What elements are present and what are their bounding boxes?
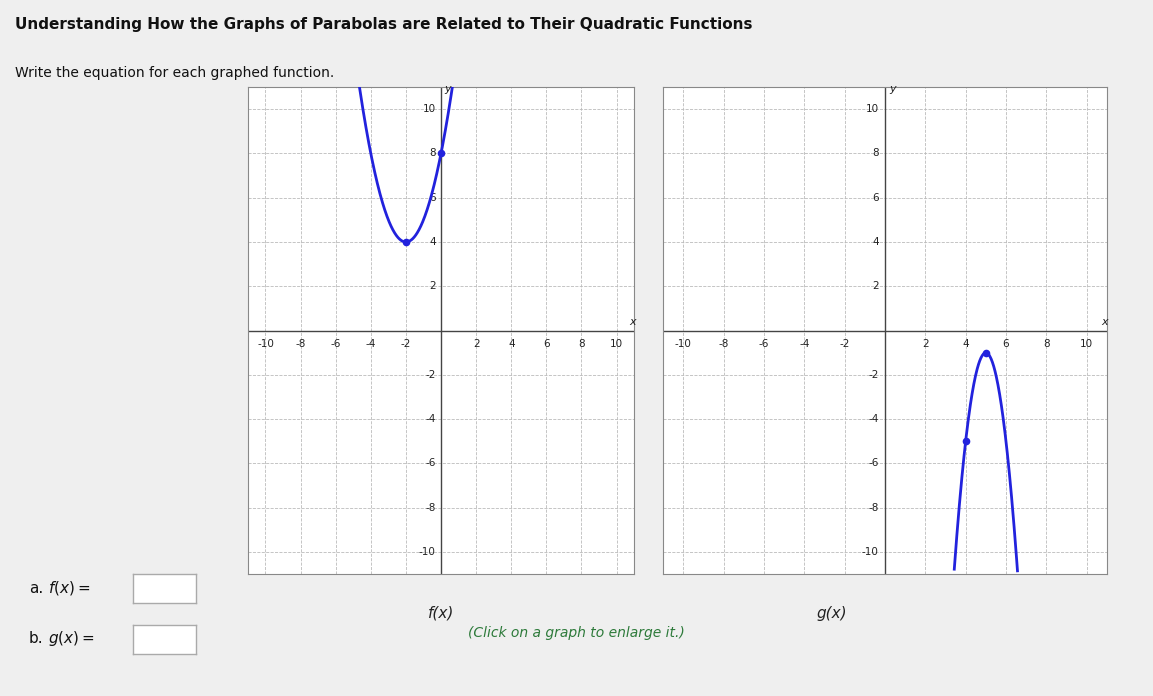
Text: 6: 6 [429,193,436,203]
Text: 2: 2 [922,340,928,349]
Text: 8: 8 [429,148,436,159]
Text: b.: b. [29,631,44,647]
Text: 8: 8 [578,340,585,349]
Text: 6: 6 [543,340,550,349]
Text: 4: 4 [873,237,879,247]
Text: 6: 6 [1003,340,1009,349]
Text: -2: -2 [425,370,436,380]
Text: -10: -10 [419,547,436,557]
Text: $g(x) =$: $g(x) =$ [48,629,96,649]
Text: 4: 4 [963,340,969,349]
Text: 6: 6 [873,193,879,203]
Text: -2: -2 [839,340,850,349]
Text: -6: -6 [425,459,436,468]
Text: -8: -8 [425,503,436,513]
Text: $f(x) =$: $f(x) =$ [48,579,91,597]
Text: 2: 2 [429,281,436,292]
Text: Understanding How the Graphs of Parabolas are Related to Their Quadratic Functio: Understanding How the Graphs of Parabola… [15,17,753,33]
Text: -2: -2 [401,340,412,349]
Text: 8: 8 [873,148,879,159]
Text: -8: -8 [868,503,879,513]
Text: 8: 8 [1043,340,1049,349]
Text: 2: 2 [473,340,480,349]
Text: 10: 10 [866,104,879,114]
Text: -4: -4 [366,340,376,349]
Text: 4: 4 [508,340,514,349]
Text: 10: 10 [423,104,436,114]
Text: a.: a. [29,580,43,596]
Text: x: x [628,317,635,327]
Text: -10: -10 [257,340,274,349]
Text: 10: 10 [610,340,623,349]
Text: f(x): f(x) [428,606,454,621]
Text: -8: -8 [718,340,729,349]
Text: -2: -2 [868,370,879,380]
Text: -10: -10 [675,340,692,349]
Text: y: y [445,84,451,94]
Text: (Click on a graph to enlarge it.): (Click on a graph to enlarge it.) [468,626,685,640]
Text: -8: -8 [295,340,306,349]
Text: y: y [889,84,896,94]
Text: -6: -6 [868,459,879,468]
Text: 2: 2 [873,281,879,292]
Text: x: x [1101,317,1107,327]
Text: -6: -6 [759,340,769,349]
Text: g(x): g(x) [816,606,847,621]
Text: 10: 10 [1080,340,1093,349]
Text: -4: -4 [799,340,809,349]
Text: -10: -10 [862,547,879,557]
Text: -4: -4 [425,414,436,424]
Text: Write the equation for each graphed function.: Write the equation for each graphed func… [15,66,334,80]
Text: -6: -6 [331,340,341,349]
Text: -4: -4 [868,414,879,424]
Text: 4: 4 [429,237,436,247]
